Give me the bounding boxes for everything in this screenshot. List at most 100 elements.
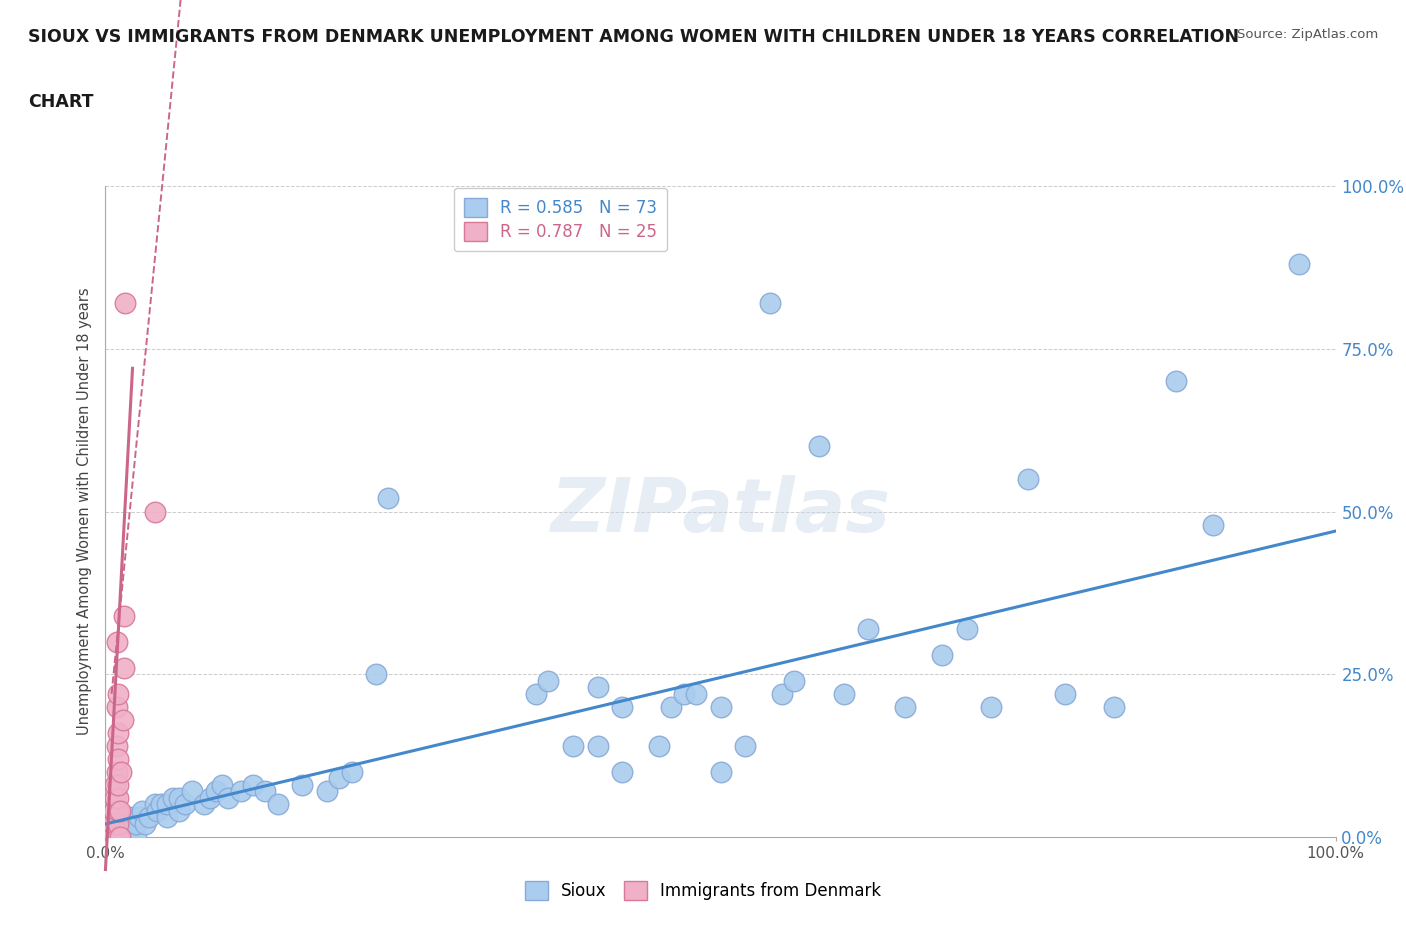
Point [104,830,127,844]
Point [117,830,139,844]
Point [783,673,806,688]
Point [110,804,132,818]
Point [156,810,179,825]
Point [104,790,127,805]
Point [193,797,215,812]
Point [143,797,166,812]
Point [807,439,830,454]
Point [685,686,707,701]
Point [710,764,733,779]
Point [110,817,132,831]
Point [104,777,127,792]
Text: SIOUX VS IMMIGRANTS FROM DENMARK UNEMPLOYMENT AMONG WOMEN WITH CHILDREN UNDER 18: SIOUX VS IMMIGRANTS FROM DENMARK UNEMPLO… [28,28,1239,46]
Point [149,797,172,812]
Point [759,296,782,311]
Point [121,817,143,831]
Point [162,790,184,805]
Point [128,810,150,825]
Point [146,804,169,818]
Point [242,777,264,792]
Point [134,817,156,831]
Point [111,712,134,727]
Point [105,699,128,714]
Point [205,784,228,799]
Point [770,686,793,701]
Point [100,830,122,844]
Point [1164,374,1187,389]
Point [537,673,560,688]
Point [956,621,979,636]
Point [107,804,129,818]
Point [107,823,129,838]
Point [610,699,633,714]
Point [131,804,153,818]
Legend: Sioux, Immigrants from Denmark: Sioux, Immigrants from Denmark [517,874,889,907]
Point [340,764,363,779]
Point [107,817,129,831]
Point [120,810,141,825]
Point [107,777,129,792]
Point [586,738,609,753]
Point [107,725,129,740]
Y-axis label: Unemployment Among Women with Children Under 18 years: Unemployment Among Women with Children U… [77,287,93,736]
Point [169,804,191,818]
Point [710,699,733,714]
Point [105,764,128,779]
Point [180,784,202,799]
Point [366,667,388,682]
Point [832,686,855,701]
Point [107,830,129,844]
Point [586,680,609,695]
Point [169,790,191,805]
Point [254,784,277,799]
Point [107,830,129,844]
Point [107,751,129,766]
Point [198,790,221,805]
Point [125,830,148,844]
Point [377,491,399,506]
Point [291,777,314,792]
Point [328,771,350,786]
Point [107,686,129,701]
Point [110,764,132,779]
Point [114,817,136,831]
Point [931,647,953,662]
Point [229,784,252,799]
Point [103,830,125,844]
Point [110,823,132,838]
Point [112,830,135,844]
Text: CHART: CHART [28,93,94,111]
Point [1288,257,1310,272]
Text: Source: ZipAtlas.com: Source: ZipAtlas.com [1237,28,1378,41]
Point [125,817,148,831]
Point [112,608,135,623]
Point [100,830,122,844]
Point [105,634,128,649]
Point [980,699,1002,714]
Point [661,699,683,714]
Text: ZIPatlas: ZIPatlas [551,475,890,548]
Point [610,764,633,779]
Point [110,830,132,844]
Point [112,823,135,838]
Point [218,790,240,805]
Point [114,296,136,311]
Legend: R = 0.585   N = 73, R = 0.787   N = 25: R = 0.585 N = 73, R = 0.787 N = 25 [454,188,668,251]
Point [143,504,166,519]
Point [672,686,695,701]
Point [1017,472,1039,486]
Point [267,797,290,812]
Point [1102,699,1125,714]
Point [101,817,124,831]
Point [107,790,129,805]
Point [120,823,141,838]
Point [858,621,880,636]
Point [1202,517,1225,532]
Point [156,797,179,812]
Point [648,738,671,753]
Point [112,660,135,675]
Point [105,830,128,844]
Point [105,738,128,753]
Point [211,777,233,792]
Point [103,804,125,818]
